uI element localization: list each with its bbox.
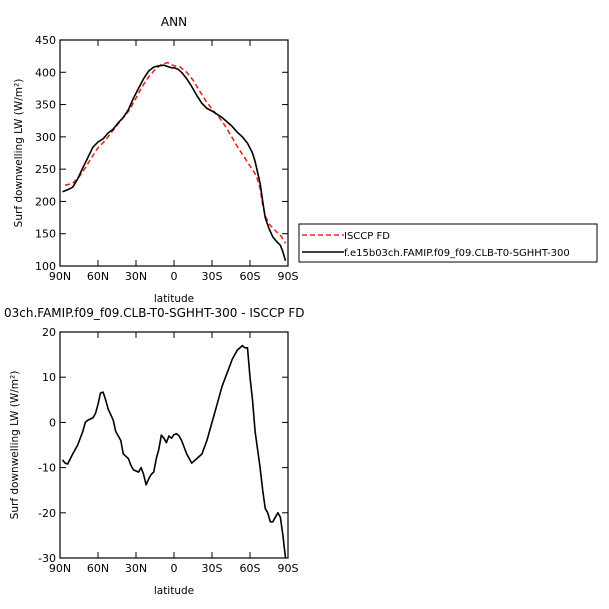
legend-box [298,223,598,263]
top-y-tick-label: 250 [35,163,56,176]
top-series-line-0 [64,61,287,244]
top-y-tick-label: 400 [35,66,56,79]
bottom-panel: 03ch.FAMIP.f09_f09.CLB-T0-SGHHT-300 - IS… [4,306,305,597]
bottom-x-tick-label: 0 [171,562,178,575]
bottom-y-tick-label: 10 [42,371,56,384]
bottom-series-line-0 [61,344,287,559]
bottom-y-tick-label: -10 [38,462,56,475]
top-panel-title: ANN [161,15,187,29]
legend: ISCCP FD f.e15b03ch.FAMIP.f09_f09.CLB-T0… [298,223,598,263]
top-x-tick-label: 30N [125,270,147,283]
top-panel: ANN 100 150 200 250 300 350 400 450 90N 60N 30N 0 3… [13,15,299,305]
top-y-tick-label: 300 [35,131,56,144]
bottom-x-axis-label: latitude [154,585,194,597]
legend-label-model: f.e15b03ch.FAMIP.f09_f09.CLB-T0-SGHHT-30… [344,248,570,259]
bottom-x-tick-label: 30N [125,562,147,575]
top-x-axis-label: latitude [154,293,194,305]
top-y-tick-label: 350 [35,99,56,112]
top-x-ticks: 90N 60N 30N 0 30S 60S 90S [49,40,299,283]
bottom-plot-frame [59,331,289,559]
bottom-series-lines [61,344,287,559]
top-x-tick-label: 30S [202,270,223,283]
bottom-x-tick-label: 60S [240,562,261,575]
legend-label-isccp: ISCCP FD [344,231,390,242]
top-x-tick-label: 90S [278,270,299,283]
bottom-x-tick-label: 90S [278,562,299,575]
bottom-y-ticks: -30 -20 -10 0 10 20 [38,326,288,565]
bottom-y-tick-label: -30 [38,552,56,565]
bottom-y-tick-label: 0 [49,416,56,429]
top-series-lines [62,61,287,262]
top-plot-frame [59,39,289,267]
top-y-tick-label: 200 [35,195,56,208]
top-y-tick-label: 150 [35,228,56,241]
bottom-y-axis-label: Surf downwelling LW (W/m²) [9,371,21,520]
bottom-x-tick-label: 60N [87,562,109,575]
top-x-tick-label: 60S [240,270,261,283]
bottom-panel-title: 03ch.FAMIP.f09_f09.CLB-T0-SGHHT-300 - IS… [4,306,305,320]
top-x-tick-label: 90N [49,270,71,283]
bottom-y-tick-label: -20 [38,507,56,520]
bottom-x-ticks: 90N 60N 30N 0 30S 60S 90S [49,332,299,575]
bottom-y-tick-label: 20 [42,326,56,339]
top-x-tick-label: 60N [87,270,109,283]
top-y-ticks: 100 150 200 250 300 350 400 450 [35,34,288,273]
top-x-tick-label: 0 [171,270,178,283]
top-y-tick-label: 100 [35,260,56,273]
top-series-line-1 [62,64,287,262]
bottom-x-tick-label: 90N [49,562,71,575]
top-y-axis-label: Surf downwelling LW (W/m²) [13,79,25,228]
bottom-x-tick-label: 30S [202,562,223,575]
top-y-tick-label: 450 [35,34,56,47]
